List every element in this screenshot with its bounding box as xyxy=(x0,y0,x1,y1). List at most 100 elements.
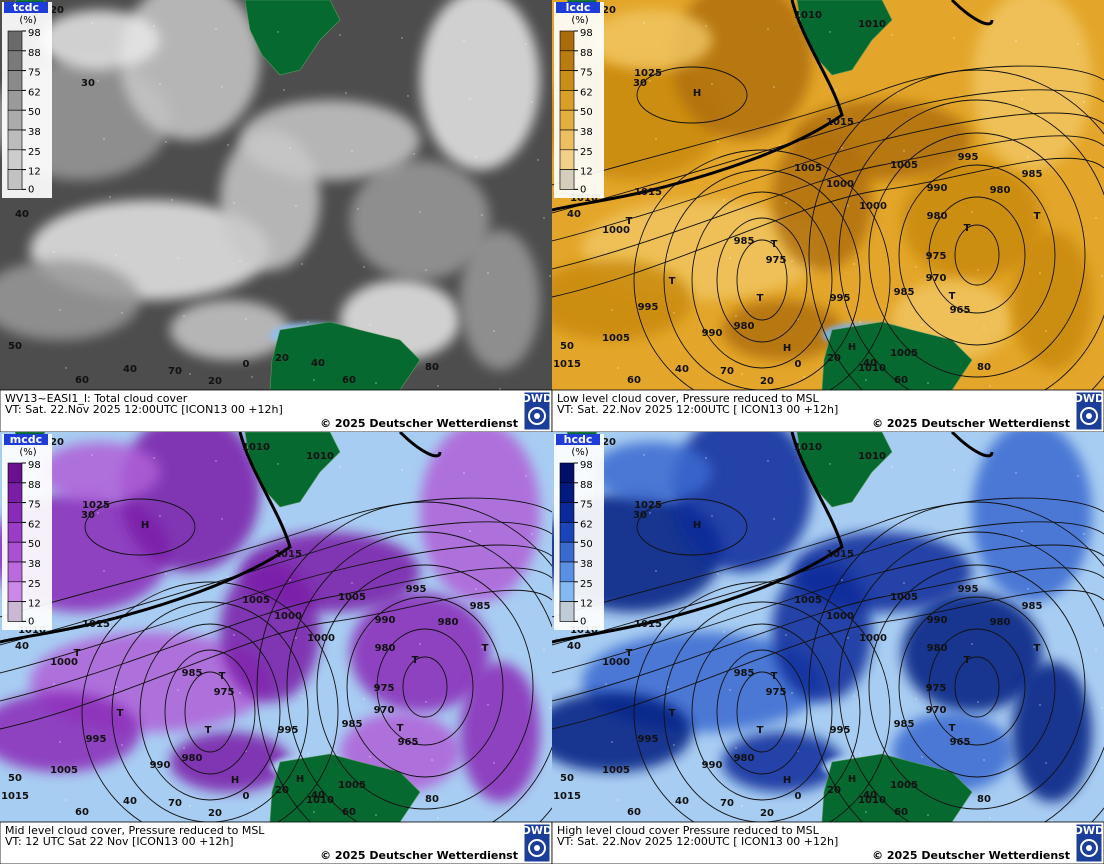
legend-swatch xyxy=(7,561,23,583)
graticule-label: 60 xyxy=(342,807,356,818)
graticule-label: 50 xyxy=(560,773,574,784)
logo-swirl xyxy=(1080,407,1098,425)
graticule-dot xyxy=(401,469,403,471)
graticule-dot xyxy=(425,269,427,271)
graticule-dot xyxy=(103,138,105,140)
caption-strip xyxy=(0,389,553,433)
pressure-label: T xyxy=(482,643,489,654)
pressure-label: 1000 xyxy=(274,611,302,622)
cloud-field xyxy=(350,592,490,712)
pressure-label: 1005 xyxy=(338,592,366,603)
graticule-label: 0 xyxy=(243,791,250,802)
graticule-dot xyxy=(499,388,501,390)
graticule-dot xyxy=(369,756,371,758)
isobar xyxy=(663,601,861,822)
isobar xyxy=(808,501,1104,822)
cloud-field xyxy=(40,10,160,70)
map-area: 1010 1010 1025 H 1015 1005 1005 995 985 1000 990 98… xyxy=(552,0,1104,390)
graticule-dot xyxy=(97,80,99,82)
graticule-dot xyxy=(977,701,979,703)
pressure-label: 995 xyxy=(638,302,659,313)
graticule-dot xyxy=(829,463,831,465)
pressure-label: 1000 xyxy=(307,633,335,644)
graticule-dot xyxy=(655,138,657,140)
pressure-label: 985 xyxy=(734,668,755,679)
graticule-dot xyxy=(307,753,309,755)
map-area: 20 30 40 50 60 40 70 20 0 20 40 60 80 xyxy=(0,0,552,390)
graticule-dot xyxy=(611,309,613,311)
isobar xyxy=(0,589,552,730)
legend-tick-label: 12 xyxy=(28,167,41,178)
isobar xyxy=(928,196,1026,314)
pressure-label: 1010 xyxy=(794,10,822,21)
graticule-dot xyxy=(891,34,893,36)
graticule-dot xyxy=(953,469,955,471)
graticule-dot xyxy=(1033,646,1035,648)
pressure-label: 1005 xyxy=(338,780,366,791)
graticule-label: 80 xyxy=(977,362,991,373)
isobar xyxy=(552,497,1104,618)
pressure-label: T xyxy=(626,648,633,659)
pressure-label: 1000 xyxy=(602,225,630,236)
graticule-dot xyxy=(277,31,279,33)
graticule-dot xyxy=(53,251,55,253)
legend-tick-label: 62 xyxy=(580,519,593,530)
graticule-label: 20 xyxy=(760,376,774,387)
graticule-dot xyxy=(791,692,793,694)
graticule-label: 30 xyxy=(81,78,95,89)
cloud-field xyxy=(460,662,540,802)
graticule-dot xyxy=(965,153,967,155)
isobar xyxy=(552,112,1104,242)
pressure-label: 985 xyxy=(342,719,363,730)
graticule-dot xyxy=(289,147,291,149)
graticule-dot xyxy=(127,802,129,804)
land xyxy=(269,753,421,822)
graticule-dot xyxy=(1021,530,1023,532)
graticule-label: 20 xyxy=(602,437,616,448)
legend-title-box xyxy=(4,2,48,13)
pressure-label: 1010 xyxy=(858,451,886,462)
isobar xyxy=(111,601,309,822)
graticule-dot xyxy=(469,98,471,100)
graticule-dot xyxy=(531,533,533,535)
graticule-dot xyxy=(401,37,403,39)
graticule-dot xyxy=(487,704,489,706)
copyright: © 2025 Deutscher Wetterdienst xyxy=(872,417,1070,430)
legend-swatch xyxy=(7,581,23,602)
graticule-dot xyxy=(363,698,365,700)
pressure-label: 1025 xyxy=(634,500,662,511)
graticule-dot xyxy=(345,524,347,526)
graticule-label: 70 xyxy=(720,366,734,377)
graticule-dot xyxy=(313,379,315,381)
graticule-dot xyxy=(1039,272,1041,274)
legend-swatch xyxy=(7,30,23,52)
cloud-field xyxy=(722,300,842,360)
graticule-dot xyxy=(1039,704,1041,706)
graticule-label: 60 xyxy=(894,375,908,386)
legend-swatch xyxy=(7,502,23,523)
graticule-dot xyxy=(65,799,67,801)
legend-tick-label: 50 xyxy=(580,539,593,550)
legend-tick-label: 38 xyxy=(580,127,593,138)
caption-title: High level cloud cover Pressure reduced … xyxy=(557,824,820,837)
legend-tick-label: 75 xyxy=(28,500,41,511)
cloud-field xyxy=(1012,662,1092,802)
graticule-dot xyxy=(351,582,353,584)
isobar xyxy=(691,191,833,369)
graticule-label: 60 xyxy=(894,807,908,818)
graticule-dot xyxy=(307,321,309,323)
graticule-dot xyxy=(971,643,973,645)
pressure-label: 1000 xyxy=(50,657,78,668)
isobar xyxy=(552,157,1104,298)
front xyxy=(950,0,994,26)
graticule-dot xyxy=(351,150,353,152)
graticule-dot xyxy=(277,463,279,465)
isobar xyxy=(84,498,196,556)
legend-title-box xyxy=(4,434,48,445)
graticule-dot xyxy=(723,631,725,633)
isobar xyxy=(81,581,339,822)
pressure-label: 1010 xyxy=(858,795,886,806)
graticule-dot xyxy=(767,460,769,462)
